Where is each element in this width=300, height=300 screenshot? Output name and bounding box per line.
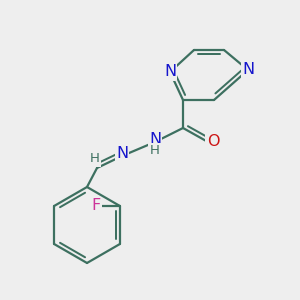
Text: H: H [150,145,160,158]
Text: N: N [116,146,128,161]
Text: O: O [207,134,219,149]
Text: N: N [149,133,161,148]
Text: N: N [164,64,176,80]
Text: N: N [242,62,254,77]
Text: H: H [90,152,100,166]
Text: F: F [91,199,101,214]
